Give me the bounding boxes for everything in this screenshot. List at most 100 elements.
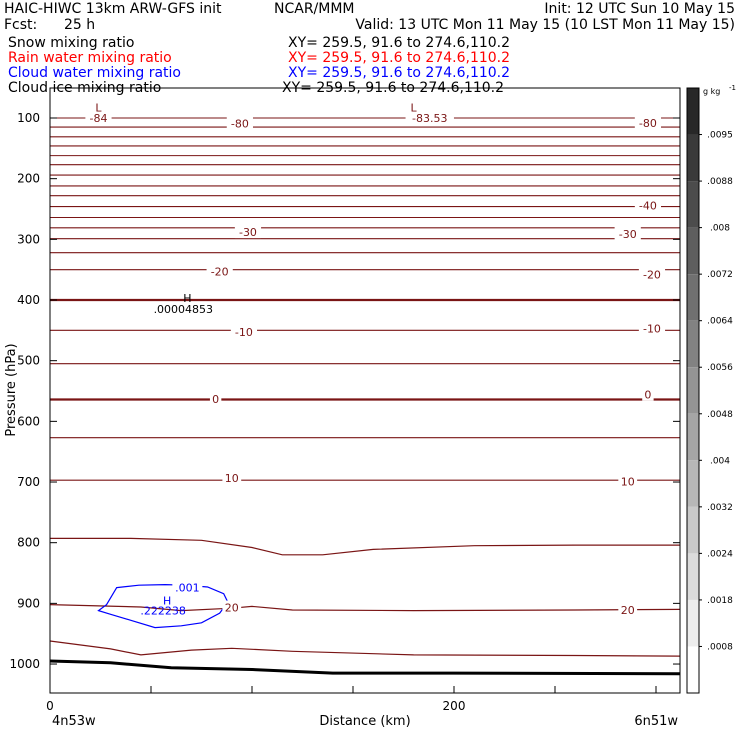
contour-label-bg [230,325,258,339]
y-tick-label: 900 [17,596,40,610]
colorbar-segment [687,181,699,228]
contour-label: 0 [644,389,651,402]
temperature-contour [49,604,681,612]
contour-label: -20 [211,265,229,278]
contour-label: -30 [619,228,637,241]
forecast-label: Fcst: [4,17,38,33]
contour-label-bg [222,600,242,614]
y-tick-label: 800 [17,536,40,550]
field-xy-rain: XY= 259.5, 91.6 to 274.6,110.2 [288,50,511,66]
contour-label: -84 [89,112,107,125]
colorbar-segment [687,599,699,647]
y-axis-label: Pressure (hPa) [4,343,19,436]
y-tick-label: 600 [17,414,40,428]
contour-label: -40 [639,199,657,212]
colorbar-label: .008 [710,224,730,234]
contour-label-bg [226,116,253,130]
colorbar-label: .0018 [707,596,733,606]
contour-label-bg [209,391,222,405]
right-endpoint-label: 6n51w [634,714,678,729]
colorbar-label: .0032 [707,503,733,513]
colorbar-segment [687,134,699,182]
y-tick-label: 200 [17,172,40,186]
cloud-ice-max-value: .00004853 [154,303,214,316]
y-tick-label: 400 [17,293,40,307]
colorbar-label: .004 [710,456,730,466]
contour-label: -30 [239,226,257,239]
colorbar-unit: g kg [703,87,720,96]
contour-label-bg [618,603,638,617]
contour-label-bg [634,198,662,212]
field-name-cloud-water: Cloud water mixing ratio [8,65,181,81]
temperature-contour [49,640,681,657]
terrain-surface [49,659,681,676]
low-marker: L [411,102,418,115]
contour-label-bg [634,115,662,129]
colorbar-segment [687,553,699,600]
contour-label-bg [642,387,654,401]
contour-label: 20 [225,602,239,615]
cloud-water-max-value: .222238 [140,605,186,618]
cloud-water-level-label: .001 [175,582,200,595]
contour-label-bg [618,474,638,488]
org-label: NCAR/MMM [274,1,355,17]
contour-label-bg [234,225,262,239]
y-tick-label: 100 [17,111,40,125]
y-tick-label: 1000 [9,657,40,671]
field-xy-snow: XY= 259.5, 91.6 to 274.6,110.2 [288,35,511,51]
contour-label: -80 [639,117,657,130]
contour-label: -83.53 [412,112,447,125]
colorbar-label: .0024 [707,549,733,559]
valid-time: Valid: 13 UTC Mon 11 May 15 (10 LST Mon … [355,17,735,33]
cloud-water-high-marker: H [163,594,171,607]
contour-label-bg [206,264,233,278]
contour-label: -10 [643,323,661,336]
y-tick-label: 300 [17,232,40,246]
colorbar-frame [686,87,700,694]
x-tick-label: 0 [46,699,54,713]
low-marker: L [95,102,102,115]
y-tick-label: 700 [17,475,40,489]
model-title: HAIC-HIWC 13km ARW-GFS init [4,1,222,17]
colorbar-segment [687,413,699,461]
contour-label: 0 [212,393,219,406]
init-time: Init: 12 UTC Sun 10 May 15 [544,1,735,17]
colorbar-label: .0064 [707,317,733,327]
field-name-rain: Rain water mixing ratio [8,50,172,66]
colorbar-segment [687,367,699,414]
colorbar-segment [687,274,699,321]
colorbar-label: .0056 [707,363,733,373]
contour-label: 20 [621,604,635,617]
colorbar-label: .0048 [707,410,733,420]
colorbar-label: .0095 [707,131,733,141]
contour-label-bg [638,267,666,281]
forecast-hour: 25 h [64,17,96,33]
x-axis-label: Distance (km) [319,714,410,729]
field-xy-cloud-water: XY= 259.5, 91.6 to 274.6,110.2 [288,65,511,81]
contour-label-bg [614,226,641,240]
contour-label: -10 [235,326,253,339]
temperature-contour [50,537,680,556]
x-tick-label: 200 [443,699,466,713]
contour-label-bg [638,321,666,335]
contour-label: 10 [225,472,239,485]
colorbar-segment [687,320,699,368]
colorbar-segment [687,88,699,135]
contour-label: -80 [231,117,249,130]
colorbar-label: .0008 [707,642,733,652]
colorbar-segment [687,646,699,693]
y-tick-label: 500 [17,354,40,368]
contour-label-bg [85,111,112,124]
left-endpoint-label: 4n53w [52,714,96,729]
colorbar-label: .0072 [707,270,733,280]
field-name-snow: Snow mixing ratio [8,35,135,51]
cloud-ice-high-marker: H [183,292,191,305]
colorbar-segment [687,506,699,554]
colorbar-unit-exponent: -1 [729,84,736,92]
contour-label-bg [222,470,242,484]
contour-label-bg [405,111,454,124]
plot-frame [49,87,681,694]
contour-label: -20 [643,269,661,282]
colorbar-segment [687,227,699,275]
